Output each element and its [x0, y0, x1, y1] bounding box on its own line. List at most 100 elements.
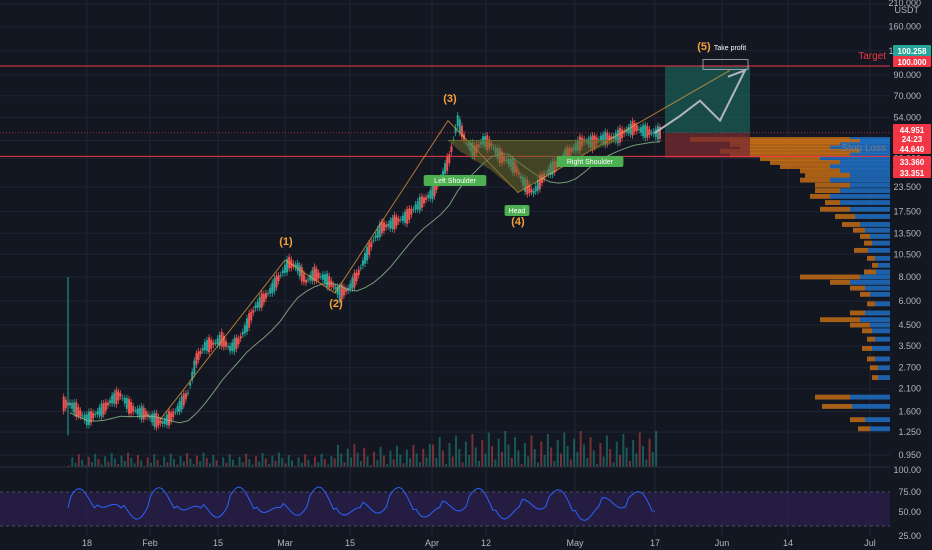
candle-body [338, 286, 341, 300]
price-badge-bg [893, 133, 931, 144]
vp-bar [730, 152, 850, 158]
candle-body [321, 274, 324, 280]
vp-bar [842, 222, 860, 227]
stop-loss-zone [665, 133, 750, 158]
candle-body [159, 420, 162, 424]
time-tick: Mar [277, 538, 293, 548]
volume-bar [117, 464, 120, 467]
candle-body [429, 190, 432, 199]
time-tick: 15 [345, 538, 355, 548]
volume-bar [622, 434, 625, 467]
candle-body [534, 186, 537, 192]
candle-body [195, 353, 198, 365]
candle-body [458, 119, 461, 133]
horizontal-lines[interactable] [0, 65, 890, 157]
candle-body [319, 276, 322, 278]
volume-bar [143, 465, 146, 467]
candle-body [111, 395, 114, 404]
pattern-overlays[interactable] [159, 59, 749, 420]
volume-bar [71, 457, 74, 467]
candle-body [313, 266, 316, 282]
volume-bar [235, 465, 238, 467]
volume-bar [258, 461, 261, 467]
volume-bar [396, 445, 398, 467]
candle-body [425, 197, 428, 200]
volume-bar [632, 440, 635, 467]
vp-bar [878, 262, 890, 268]
candle-body [168, 411, 171, 426]
candle-body [332, 284, 335, 288]
volume-bar [540, 441, 543, 467]
candle-body [222, 335, 225, 348]
candle-body [366, 247, 369, 261]
volume-bar [392, 459, 395, 467]
vp-bar [864, 269, 876, 275]
price-badge-bg [893, 56, 931, 67]
volume-bar [471, 434, 474, 467]
price-tick: 0.950 [898, 450, 921, 460]
candle-body [83, 414, 86, 421]
candle-body [406, 209, 409, 224]
volume-bar [582, 444, 585, 467]
price-badge-text: 100.000 [898, 58, 927, 67]
pattern-badge-text: Right Shoulder [567, 159, 614, 166]
vp-bar [840, 168, 890, 174]
candle-body [606, 132, 609, 145]
price-badge-bg [893, 156, 931, 167]
rsi-panel [0, 466, 890, 527]
candle-body [618, 127, 621, 143]
volume-bar [615, 441, 618, 467]
rsi-tick: 75.00 [898, 487, 921, 497]
candle-body [281, 270, 284, 274]
volume-bar [556, 440, 559, 467]
volume-bar [514, 437, 517, 467]
candle-body [191, 371, 194, 380]
volume-bar [248, 459, 251, 467]
candle-body [536, 180, 539, 191]
pattern-badge-text: Left Shoulder [434, 178, 476, 185]
candle-body [262, 294, 265, 303]
volume-bar [586, 458, 589, 467]
candle-body [376, 229, 379, 238]
pattern-badge-bg [556, 156, 624, 167]
candle-body [73, 402, 76, 414]
candle-body [646, 126, 649, 138]
rsi-tick: 100.00 [893, 465, 921, 475]
risk-reward-zones[interactable] [665, 65, 750, 158]
time-tick: Feb [142, 538, 158, 548]
volume-bar [314, 456, 316, 467]
volume-bar [507, 444, 510, 467]
candle-body [393, 215, 396, 230]
volume-bar [497, 438, 500, 467]
moving-average-line [69, 141, 661, 424]
candle-body [174, 411, 177, 413]
volume-bar [264, 458, 267, 467]
vp-bar [850, 310, 865, 316]
volume-bar [435, 458, 438, 467]
candle-body [142, 407, 145, 420]
candle-body [77, 407, 80, 416]
vp-bar [855, 214, 890, 219]
vp-bar [815, 182, 850, 188]
price-badge: 24:23 [893, 133, 931, 144]
volume-bar [464, 441, 467, 467]
volume-bar [418, 462, 421, 467]
volume-bar [87, 456, 90, 467]
candle-body [180, 396, 183, 410]
candle-body [254, 305, 257, 309]
price-badge-bg [893, 124, 931, 135]
vp-bar [840, 200, 890, 205]
vp-bar [820, 156, 890, 162]
volume-bar [369, 465, 372, 467]
volume-bar [494, 459, 497, 467]
take-profit-zone [665, 65, 750, 134]
volume-bar [343, 462, 346, 467]
vp-bar [850, 152, 890, 158]
candle-body [184, 393, 187, 400]
candle-body [283, 264, 286, 273]
candle-body [298, 265, 301, 277]
candle-body [220, 331, 223, 347]
axes: USDT210.000160.000120.00090.00070.00054.… [82, 0, 932, 550]
candle-body [397, 218, 400, 222]
